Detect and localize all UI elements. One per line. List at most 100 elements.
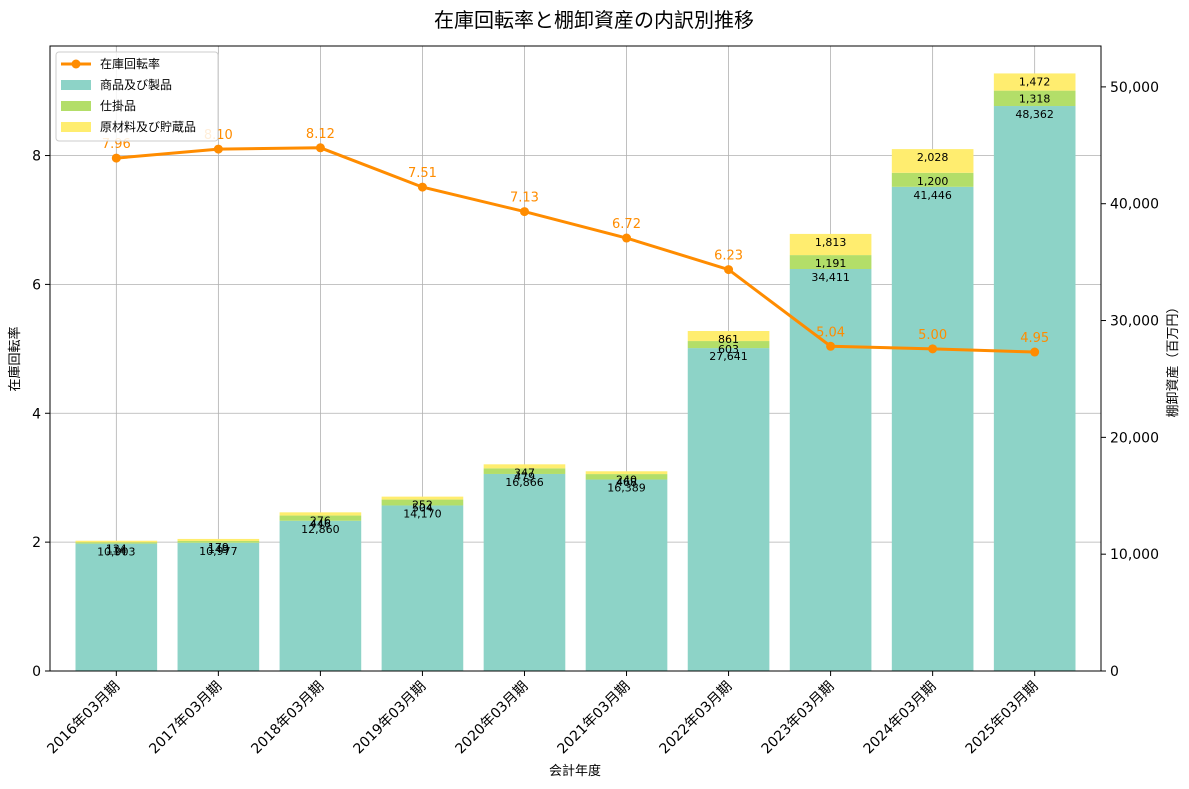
plot-frame bbox=[49, 45, 1102, 672]
bar-value-label: 2,028 bbox=[917, 151, 949, 164]
bar-segment bbox=[993, 73, 1076, 91]
bar-value-label: 347 bbox=[514, 466, 535, 479]
bar-labels: 10,903 10,977 12,860 14,170 16,866 16,389 27,6… bbox=[97, 75, 1054, 558]
legend-swatch bbox=[61, 80, 91, 90]
bar-value-label: 468 bbox=[616, 476, 637, 489]
y-right-tick-label: 50,000 bbox=[1110, 80, 1159, 96]
x-tick-label: 2025年03月期 bbox=[963, 679, 1042, 758]
turnover-value-label: 6.23 bbox=[714, 249, 743, 264]
x-tick-label: 2021年03月期 bbox=[555, 679, 634, 758]
bar-value-label: 10,903 bbox=[97, 546, 136, 559]
turnover-point bbox=[724, 265, 734, 275]
bar-value-label: 10,977 bbox=[199, 545, 238, 558]
turnover-value-label: 5.00 bbox=[918, 328, 947, 343]
y-left-tick-label: 8 bbox=[32, 149, 41, 165]
legend-label: 商品及び製品 bbox=[100, 77, 172, 92]
bar-segment bbox=[891, 186, 974, 672]
bar-segment bbox=[789, 233, 872, 256]
bar-value-label: 240 bbox=[616, 473, 637, 486]
bar-value-label: 504 bbox=[412, 502, 433, 515]
x-tick-label: 2023年03月期 bbox=[759, 679, 838, 758]
bar-segment bbox=[585, 474, 668, 480]
bar-value-label: 134 bbox=[106, 543, 127, 556]
bar-segment bbox=[279, 520, 362, 671]
bar-value-label: 861 bbox=[718, 333, 739, 346]
turnover-value-label: 8.12 bbox=[306, 127, 335, 142]
x-axis-label: 会計年度 bbox=[549, 763, 601, 779]
y-left-tick-labels: 0 2 4 6 8 bbox=[32, 149, 50, 680]
turnover-value-label: 4.95 bbox=[1020, 331, 1049, 346]
bar-value-label: 1,813 bbox=[815, 236, 847, 249]
y-left-axis-label: 在庫回転率 bbox=[7, 326, 23, 391]
bar-value-label: 48,362 bbox=[1015, 108, 1054, 121]
bar-segment bbox=[483, 468, 566, 474]
legend-swatch bbox=[61, 122, 91, 132]
bar-segment bbox=[687, 348, 770, 671]
axes bbox=[49, 45, 1102, 672]
bar-value-label: 149 bbox=[208, 543, 229, 556]
x-tick-label: 2024年03月期 bbox=[861, 679, 940, 758]
legend-line-marker bbox=[71, 59, 81, 69]
bar-segment bbox=[279, 515, 362, 521]
x-tick-label: 2016年03月期 bbox=[44, 679, 123, 758]
bar-value-label: 16,389 bbox=[607, 482, 646, 495]
legend-swatch bbox=[61, 101, 91, 111]
y-right-tick-label: 40,000 bbox=[1110, 197, 1159, 213]
legend-label: 在庫回転率 bbox=[100, 56, 160, 71]
bar-segment bbox=[789, 255, 872, 270]
bar-value-label: 276 bbox=[310, 514, 331, 527]
x-tick-label: 2019年03月期 bbox=[350, 679, 429, 758]
bar-segment bbox=[177, 538, 260, 542]
bar-segment bbox=[483, 473, 566, 671]
x-tick-label: 2022年03月期 bbox=[657, 679, 736, 758]
bar-value-label: 16,866 bbox=[505, 476, 544, 489]
legend-box bbox=[55, 51, 219, 142]
bar-segment bbox=[789, 269, 872, 671]
y-right-tick-labels: 0 10,000 20,000 30,000 40,000 50,000 bbox=[1101, 80, 1159, 680]
bar-segment bbox=[687, 330, 770, 342]
turnover-point bbox=[928, 344, 938, 354]
x-tick-label: 2018年03月期 bbox=[248, 679, 327, 758]
turnover-point bbox=[826, 341, 836, 351]
y-right-tick-label: 0 bbox=[1110, 664, 1119, 680]
bar-value-label: 27,641 bbox=[709, 350, 748, 363]
y-right-tick-label: 30,000 bbox=[1110, 314, 1159, 330]
bar-segment bbox=[381, 505, 464, 671]
x-tick-labels: 2016年03月期 2017年03月期 2018年03月期 2019年03月期 2020… bbox=[44, 671, 1042, 758]
bar-value-label: 14,170 bbox=[403, 507, 442, 520]
turnover-value-label: 7.13 bbox=[510, 191, 539, 206]
bar-value-label: 1,318 bbox=[1019, 93, 1051, 106]
bars bbox=[75, 73, 1076, 672]
bar-segment bbox=[177, 542, 260, 671]
turnover-value-label: 6.72 bbox=[612, 217, 641, 232]
turnover-point bbox=[111, 153, 121, 163]
y-right-axis-label: 棚卸資産（百万円） bbox=[1165, 300, 1181, 417]
y-right-tick-label: 20,000 bbox=[1110, 430, 1159, 446]
turnover-line: 7.968.108.127.517.136.726.235.045.004.95 bbox=[102, 127, 1049, 357]
bar-segment bbox=[585, 479, 668, 671]
x-tick-label: 2020年03月期 bbox=[452, 679, 531, 758]
turnover-point bbox=[519, 207, 529, 217]
bar-segment bbox=[585, 471, 668, 475]
y-left-tick-label: 4 bbox=[32, 406, 41, 422]
turnover-point bbox=[1030, 347, 1040, 357]
turnover-point bbox=[622, 233, 632, 243]
bar-value-label: 446 bbox=[310, 518, 331, 531]
bar-segment bbox=[993, 106, 1076, 671]
turnover-point bbox=[315, 143, 325, 153]
y-left-tick-label: 6 bbox=[32, 277, 41, 293]
bar-segment bbox=[381, 499, 464, 506]
legend-label: 原材料及び貯蔵品 bbox=[100, 120, 196, 134]
turnover-value-label: 7.51 bbox=[408, 166, 437, 181]
bar-segment bbox=[483, 464, 566, 469]
bar-segment bbox=[891, 172, 974, 187]
bar-value-label: 252 bbox=[412, 499, 433, 512]
x-tick-label: 2017年03月期 bbox=[146, 679, 225, 758]
bar-value-label: 1,200 bbox=[917, 175, 949, 188]
legend-label: 仕掛品 bbox=[100, 98, 136, 113]
bar-segment bbox=[891, 149, 974, 173]
bar-value-label: 41,446 bbox=[913, 189, 952, 202]
bar-value-label: 34,411 bbox=[811, 271, 850, 284]
